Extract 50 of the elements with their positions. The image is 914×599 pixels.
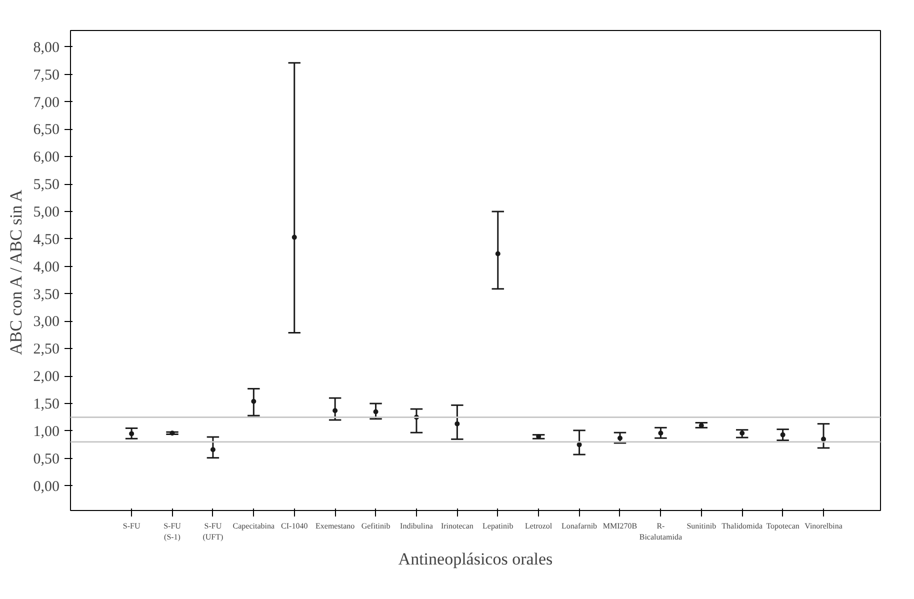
x-tick-label: Vinorelbina	[804, 522, 843, 530]
y-tick-label: 7,50	[33, 67, 60, 84]
x-tick-label: Thalidomida	[722, 522, 763, 530]
y-tick-label: 0,00	[33, 478, 60, 495]
point	[373, 409, 378, 414]
y-tick-label: 0,50	[33, 451, 60, 468]
point	[210, 447, 216, 452]
x-tick-label: S-FU (S-1)	[164, 522, 182, 542]
x-tick-label: Lepatinib	[482, 522, 514, 530]
x-tick-label: Topotecan	[766, 522, 800, 530]
y-tick-label: 4,50	[33, 232, 60, 248]
x-tick-label: Sunitinib	[686, 522, 716, 530]
x-tick-label: R- Bicalutamida	[639, 522, 682, 542]
y-tick-label: 6,50	[33, 122, 60, 138]
x-tick-label: Gefitinib	[361, 522, 390, 530]
y-tick-label: 1,00	[33, 424, 60, 440]
x-tick-label: CI-1040	[281, 522, 308, 530]
y-axis-title: ABC con A / ABC sin A	[6, 188, 26, 356]
y-tick-label: 1,50	[33, 396, 60, 413]
x-tick-label: S-FU	[122, 522, 140, 530]
y-tick-label: 5,50	[33, 177, 60, 194]
point	[495, 251, 500, 256]
point	[658, 430, 664, 436]
point	[454, 421, 460, 426]
x-tick-label: Irinotecan	[440, 522, 474, 530]
x-tick-label: Letrozol	[525, 522, 553, 530]
point	[780, 432, 786, 438]
y-tick-label: 5,00	[33, 204, 60, 221]
point	[332, 408, 338, 414]
y-tick-label: 3,50	[33, 286, 60, 303]
x-tick-label: Exemestano	[316, 522, 355, 530]
x-tick-label: MMI270B	[602, 522, 638, 530]
x-tick-label: Capecitabina	[232, 522, 275, 530]
y-tick-label: 3,00	[33, 314, 60, 330]
point	[129, 431, 134, 436]
y-tick-label: 2,50	[33, 342, 60, 358]
y-tick-label: 7,00	[33, 94, 60, 111]
point	[292, 234, 297, 240]
x-tick-label: Indibulina	[400, 522, 434, 530]
y-tick-label: 6,00	[33, 150, 60, 166]
x-tick-label: S-FU (UFT)	[202, 522, 224, 542]
point	[251, 398, 256, 404]
x-axis-title: Antineoplásicos orales	[398, 549, 553, 568]
y-tick-label: 2,00	[33, 369, 60, 386]
y-tick-label: 8,00	[33, 40, 60, 56]
y-tick-label: 4,00	[33, 259, 60, 276]
point	[617, 436, 622, 441]
x-tick-label: Lonafarnib	[562, 522, 598, 530]
point	[821, 436, 826, 442]
point	[576, 442, 582, 448]
